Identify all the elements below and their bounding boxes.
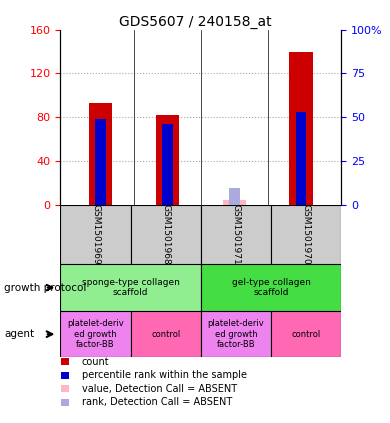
- Bar: [60, 264, 201, 311]
- Bar: [89, 103, 112, 205]
- Bar: [62, 385, 69, 392]
- Bar: [95, 119, 106, 205]
- Text: sponge-type collagen
scaffold: sponge-type collagen scaffold: [82, 278, 179, 297]
- Text: GSM1501971: GSM1501971: [231, 204, 241, 265]
- Text: growth protocol: growth protocol: [4, 283, 86, 293]
- Text: percentile rank within the sample: percentile rank within the sample: [82, 370, 247, 380]
- Text: control: control: [292, 330, 321, 339]
- Bar: [60, 311, 131, 357]
- Text: platelet-deriv
ed growth
factor-BB: platelet-deriv ed growth factor-BB: [207, 319, 264, 349]
- Text: gel-type collagen
scaffold: gel-type collagen scaffold: [232, 278, 310, 297]
- Text: value, Detection Call = ABSENT: value, Detection Call = ABSENT: [82, 384, 237, 394]
- Bar: [131, 311, 201, 357]
- Text: rank, Detection Call = ABSENT: rank, Detection Call = ABSENT: [82, 397, 232, 407]
- Text: count: count: [82, 357, 110, 367]
- Bar: [289, 52, 313, 205]
- Bar: [201, 205, 271, 264]
- Text: control: control: [151, 330, 180, 339]
- Bar: [156, 115, 179, 205]
- Bar: [60, 205, 131, 264]
- Bar: [62, 372, 69, 379]
- Bar: [271, 311, 341, 357]
- Bar: [229, 188, 239, 205]
- Bar: [201, 311, 271, 357]
- Text: GSM1501968: GSM1501968: [161, 204, 170, 265]
- Bar: [62, 399, 69, 406]
- Text: agent: agent: [4, 329, 34, 339]
- Bar: [271, 205, 341, 264]
- Text: GSM1501969: GSM1501969: [91, 204, 100, 265]
- Bar: [296, 112, 307, 205]
- Text: GDS5607 / 240158_at: GDS5607 / 240158_at: [119, 15, 271, 29]
- Bar: [201, 264, 341, 311]
- Bar: [62, 358, 69, 365]
- Text: platelet-deriv
ed growth
factor-BB: platelet-deriv ed growth factor-BB: [67, 319, 124, 349]
- Bar: [131, 205, 201, 264]
- Bar: [223, 200, 246, 205]
- Text: GSM1501970: GSM1501970: [301, 204, 311, 265]
- Bar: [162, 124, 173, 205]
